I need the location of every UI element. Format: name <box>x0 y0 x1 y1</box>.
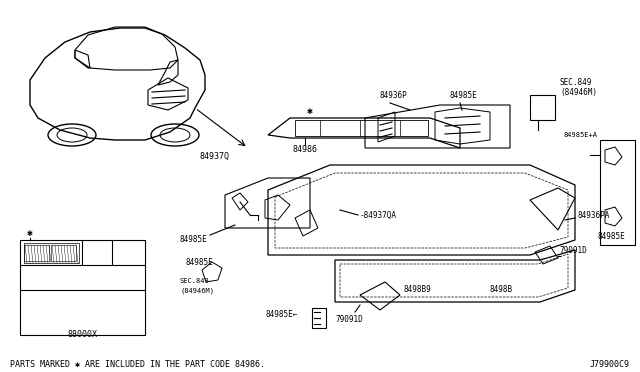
Text: ✱: ✱ <box>307 106 313 116</box>
Text: J79900C9: J79900C9 <box>590 360 630 369</box>
Text: 84985E: 84985E <box>180 235 208 244</box>
Text: -84937QA: -84937QA <box>360 211 397 219</box>
Text: 84936P: 84936P <box>380 91 408 100</box>
Text: 8498B9: 8498B9 <box>403 285 431 295</box>
Text: 79091D: 79091D <box>335 315 363 324</box>
Text: 8498B: 8498B <box>490 285 513 295</box>
Text: (84946M): (84946M) <box>180 288 214 295</box>
Text: 84986: 84986 <box>292 145 317 154</box>
Text: SEC.849: SEC.849 <box>560 78 593 87</box>
Text: ✱: ✱ <box>27 228 33 238</box>
Text: 84936PA: 84936PA <box>577 211 609 219</box>
Text: 84937Q: 84937Q <box>200 152 230 161</box>
Text: 84985E+A: 84985E+A <box>564 132 598 138</box>
Text: PARTS MARKED ✱ ARE INCLUDED IN THE PART CODE 84986.: PARTS MARKED ✱ ARE INCLUDED IN THE PART … <box>10 360 265 369</box>
Text: SEC.849: SEC.849 <box>180 278 210 284</box>
Text: 84985E: 84985E <box>450 91 477 100</box>
Text: 84985E←: 84985E← <box>266 310 298 319</box>
Text: (84946M): (84946M) <box>560 88 597 97</box>
Text: 88000X: 88000X <box>67 330 97 339</box>
Text: 84985E: 84985E <box>185 258 212 267</box>
Text: 84985E: 84985E <box>598 231 626 241</box>
Text: 79091D: 79091D <box>560 246 588 254</box>
